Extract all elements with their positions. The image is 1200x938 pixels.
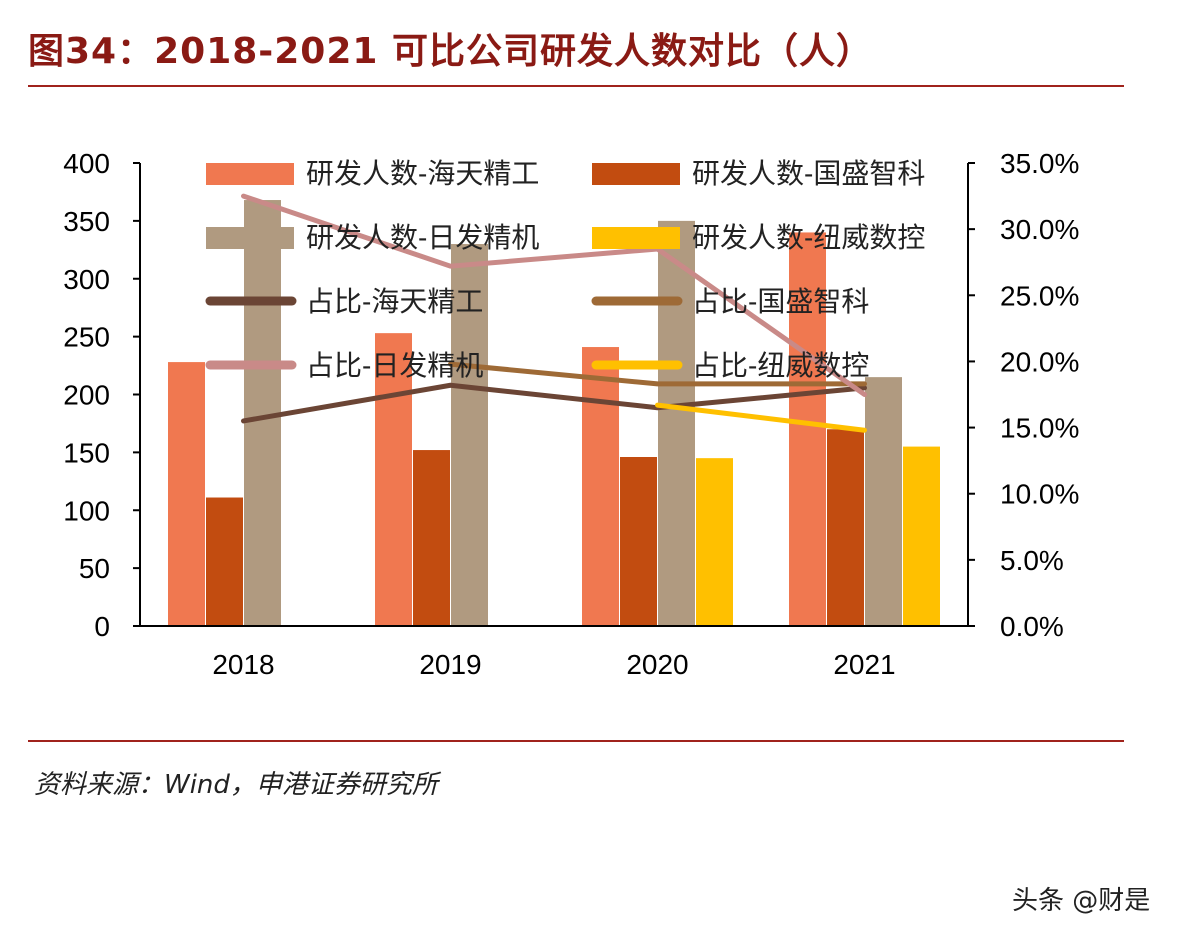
legend-label-3: 研发人数-纽威数控 <box>692 222 925 253</box>
legend-label-1: 研发人数-国盛智科 <box>692 158 925 189</box>
y-tick-label-right: 10.0% <box>1000 479 1079 510</box>
legend-swatch-0 <box>206 163 294 185</box>
y-tick-label-left: 200 <box>63 380 110 411</box>
x-tick-label-2019: 2019 <box>419 649 481 680</box>
y-tick-label-right: 0.0% <box>1000 611 1064 642</box>
legend-item-6: 占比-日发精机 <box>205 350 483 381</box>
legend-label-6: 占比-日发精机 <box>306 350 483 381</box>
y-tick-label-left: 400 <box>63 148 110 179</box>
bar-3-2020 <box>696 458 733 626</box>
y-tick-label-right: 30.0% <box>1000 214 1079 245</box>
lines-layer <box>241 193 867 433</box>
legend-item-0: 研发人数-海天精工 <box>206 158 539 189</box>
bars-layer <box>168 200 940 627</box>
bar-1-2020 <box>620 457 657 626</box>
legend-item-1: 研发人数-国盛智科 <box>592 158 925 189</box>
legend-item-5: 占比-国盛智科 <box>591 286 869 317</box>
bar-2-2019 <box>451 244 488 626</box>
line-0 <box>241 382 867 424</box>
legend-label-7: 占比-纽威数控 <box>692 350 869 381</box>
y-tick-label-left: 250 <box>63 322 110 353</box>
y-tick-label-left: 0 <box>94 611 110 642</box>
y-tick-label-left: 350 <box>63 206 110 237</box>
y-tick-label-right: 15.0% <box>1000 413 1079 444</box>
bar-3-2021 <box>903 446 940 626</box>
x-tick-label-2021: 2021 <box>833 649 895 680</box>
line-1 <box>448 361 867 387</box>
legend-label-5: 占比-国盛智科 <box>692 286 869 317</box>
y-tick-label-left: 300 <box>63 264 110 295</box>
bar-2-2021 <box>865 377 902 626</box>
legend-swatch-2 <box>206 227 294 249</box>
legend-label-4: 占比-海天精工 <box>306 286 483 317</box>
bar-1-2021 <box>827 429 864 626</box>
legend-swatch-3 <box>592 227 680 249</box>
legend-swatch-1 <box>592 163 680 185</box>
line-2 <box>241 193 867 397</box>
legend-label-0: 研发人数-海天精工 <box>306 158 539 189</box>
axes-layer: 0 50 100 150 200 250 300 350 400 0.0% 5.0% 10.0% 15.… <box>63 148 1079 680</box>
x-tick-label-2020: 2020 <box>626 649 688 680</box>
bar-0-2018 <box>168 362 205 626</box>
legend-item-2: 研发人数-日发精机 <box>206 222 539 253</box>
x-tick-label-2018: 2018 <box>212 649 274 680</box>
y-tick-label-left: 150 <box>63 437 110 468</box>
bar-1-2018 <box>206 497 243 626</box>
legend-item-3: 研发人数-纽威数控 <box>592 222 925 253</box>
legend-item-4: 占比-海天精工 <box>205 286 483 317</box>
title-divider <box>28 85 1124 87</box>
legend-item-7: 占比-纽威数控 <box>591 350 869 381</box>
y-tick-label-left: 100 <box>63 495 110 526</box>
y-tick-label-right: 35.0% <box>1000 148 1079 179</box>
y-tick-label-left: 50 <box>79 553 110 584</box>
source-note: 资料来源：Wind，申港证券研究所 <box>34 770 438 800</box>
watermark: 头条 @财是 <box>1012 886 1151 916</box>
combo-chart: 0 50 100 150 200 250 300 350 400 0.0% 5.0% 10.0% 15.… <box>63 148 1079 680</box>
y-tick-label-right: 5.0% <box>1000 545 1064 576</box>
bar-0-2020 <box>582 347 619 626</box>
legend-label-2: 研发人数-日发精机 <box>306 222 539 253</box>
y-tick-label-right: 20.0% <box>1000 346 1079 377</box>
bar-2-2020 <box>658 220 695 626</box>
line-3 <box>655 402 867 433</box>
bar-0-2019 <box>375 333 412 626</box>
page-title: 图34：2018-2021 可比公司研发人数对比（人） <box>28 31 873 72</box>
source-divider <box>28 740 1124 742</box>
bar-1-2019 <box>413 450 450 626</box>
bar-0-2021 <box>789 232 826 626</box>
y-tick-label-right: 25.0% <box>1000 280 1079 311</box>
